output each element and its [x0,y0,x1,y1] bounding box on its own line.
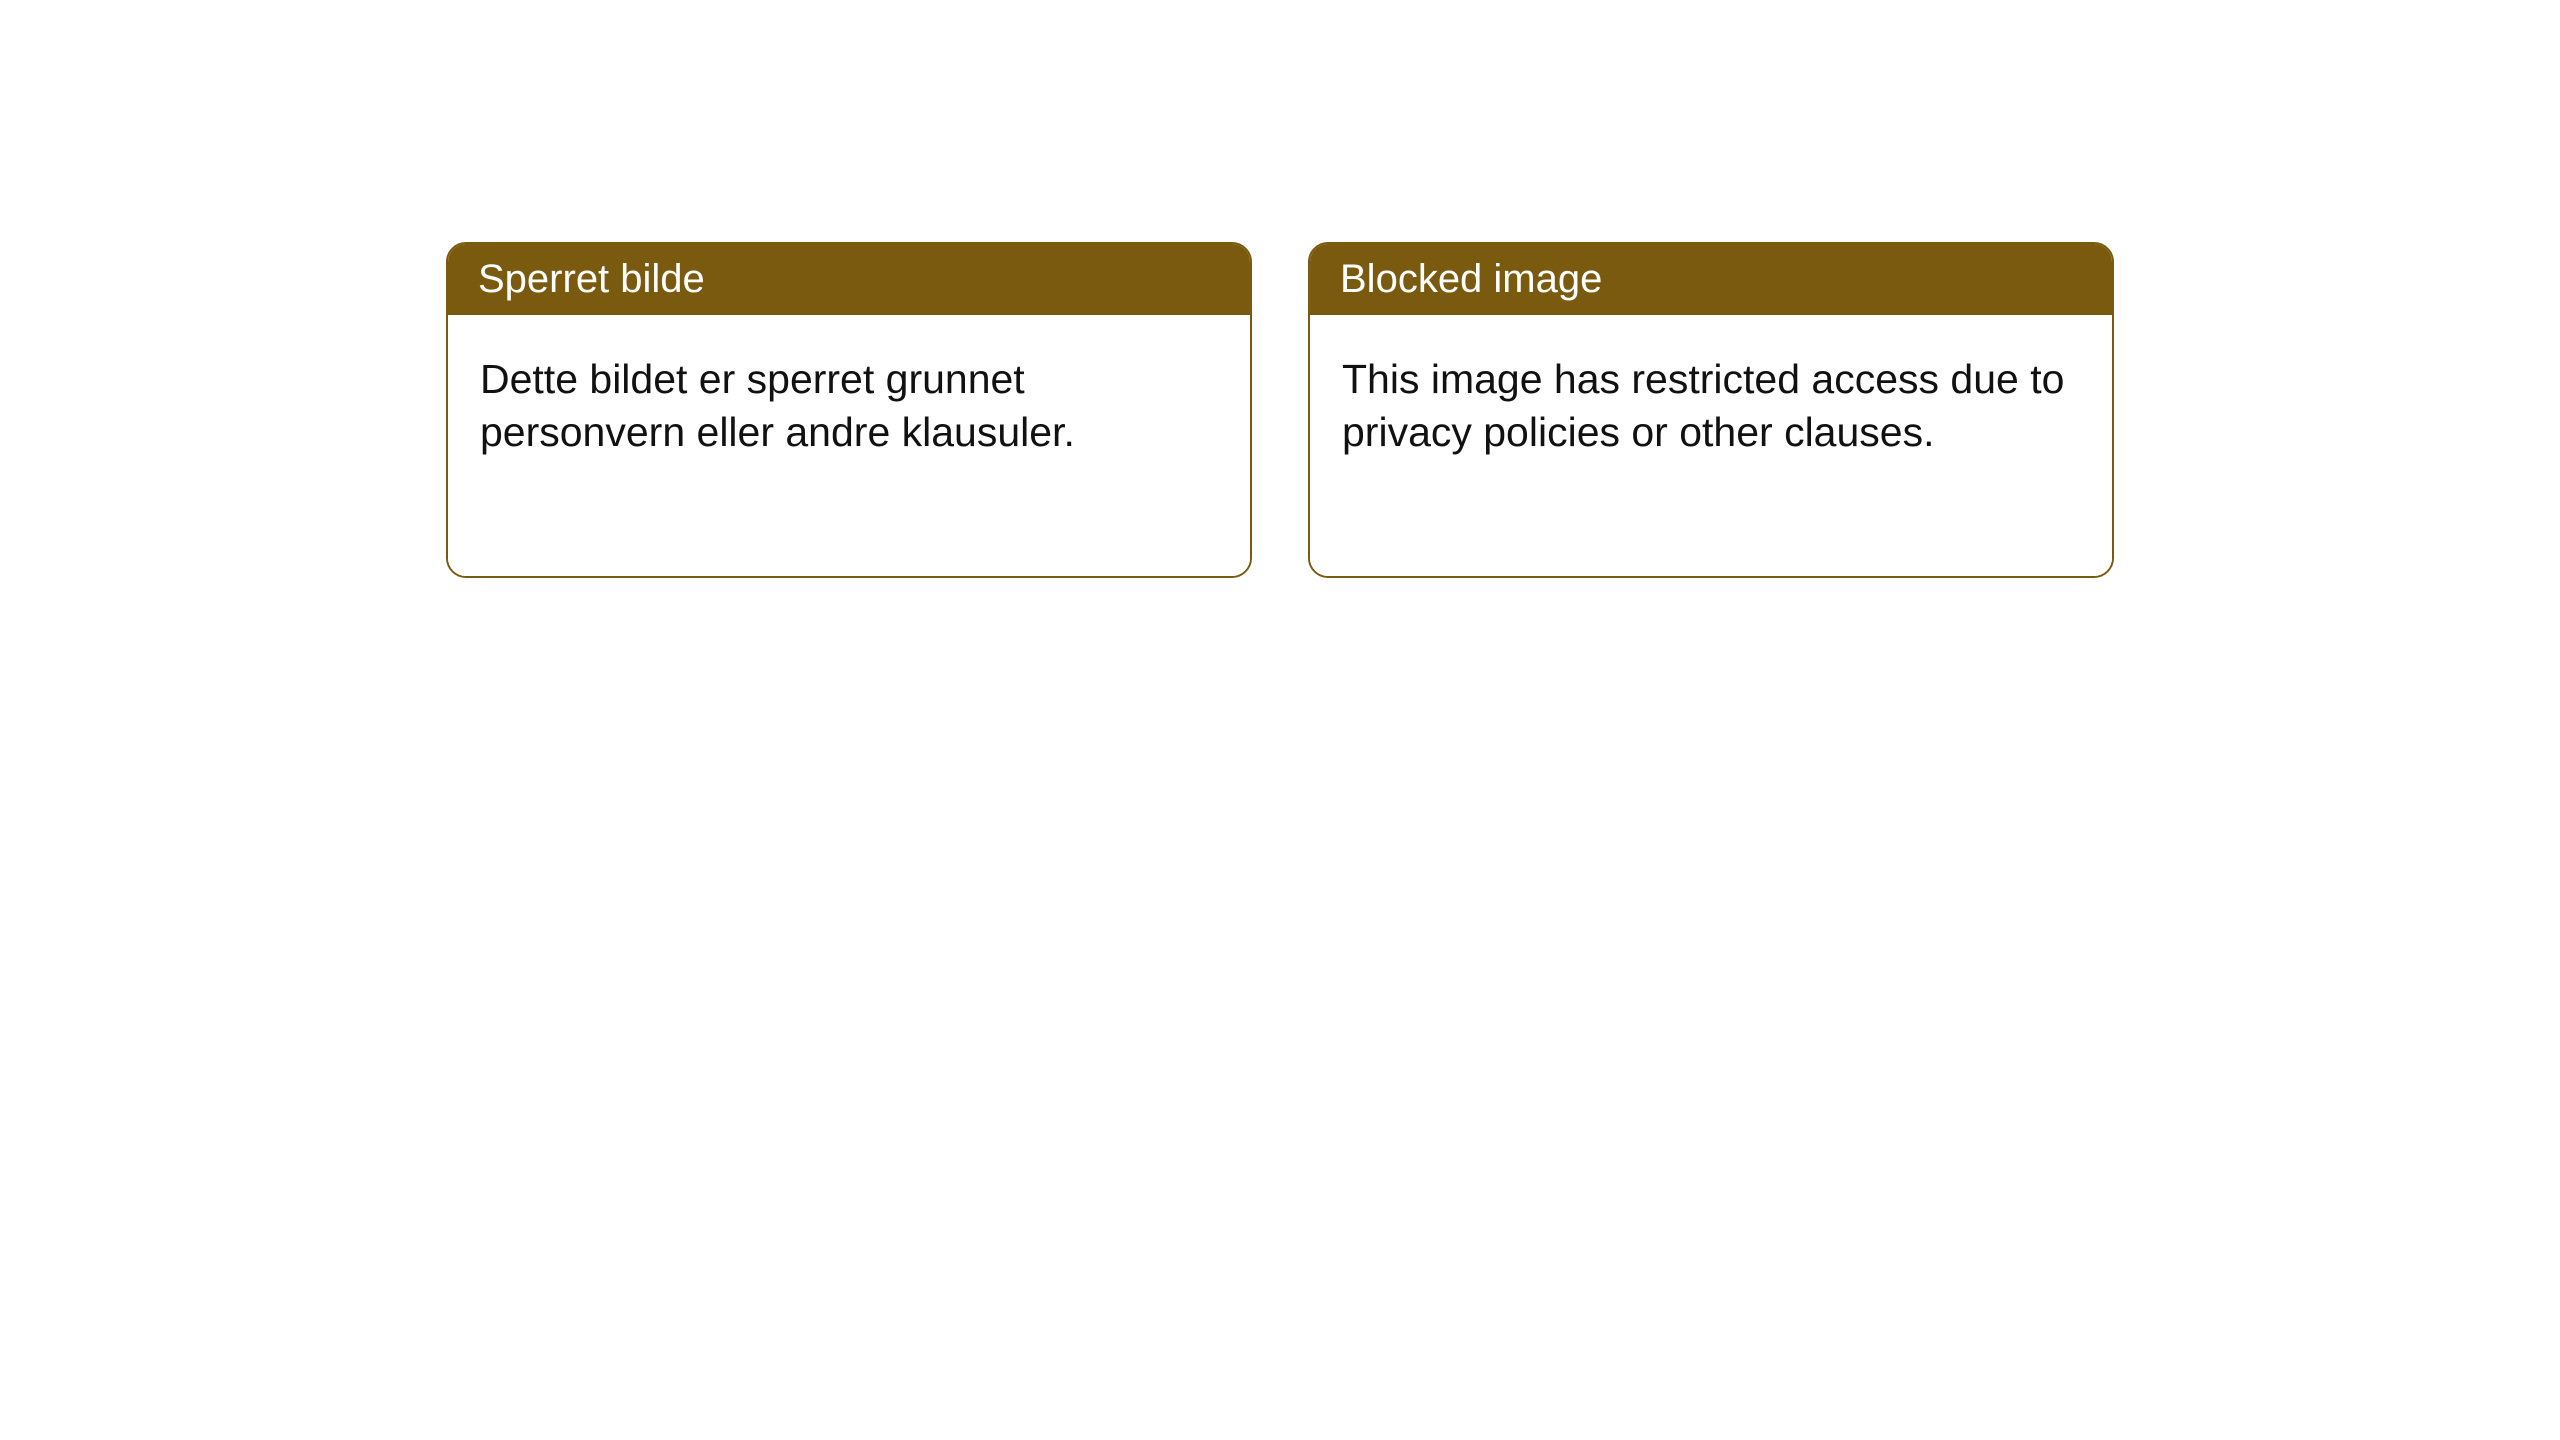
notice-title-en: Blocked image [1310,244,2112,315]
notice-title-no: Sperret bilde [448,244,1250,315]
notice-container: Sperret bilde Dette bildet er sperret gr… [0,0,2560,578]
notice-card-no: Sperret bilde Dette bildet er sperret gr… [446,242,1252,578]
notice-card-en: Blocked image This image has restricted … [1308,242,2114,578]
notice-body-en: This image has restricted access due to … [1310,315,2112,576]
notice-body-no: Dette bildet er sperret grunnet personve… [448,315,1250,576]
